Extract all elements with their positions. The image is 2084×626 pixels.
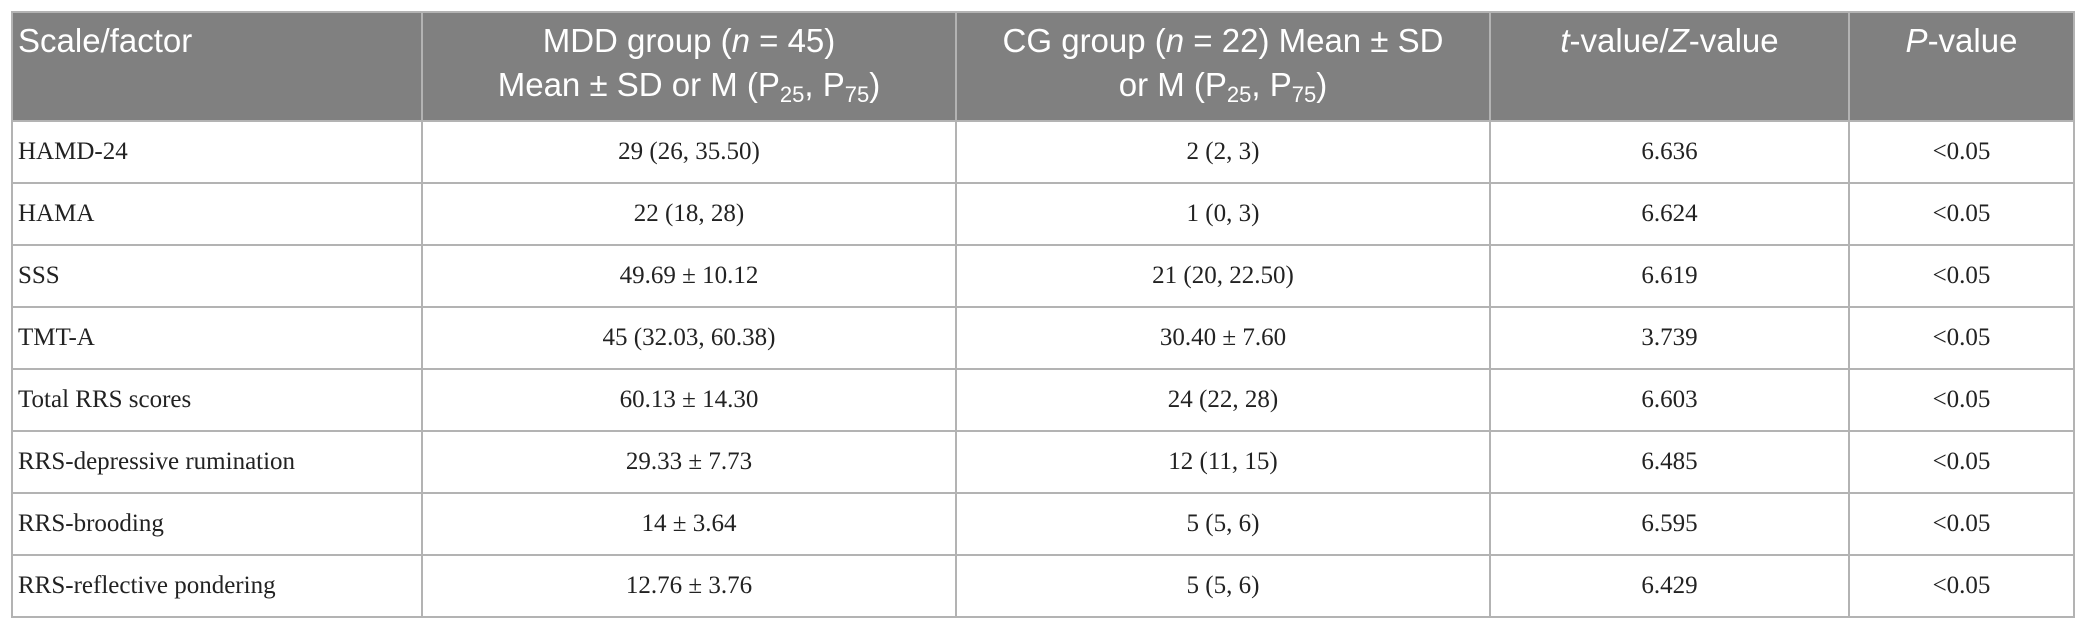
cell-mdd: 29.33 ± 7.73: [421, 430, 957, 494]
cell-p-value: <0.05: [1848, 492, 2075, 556]
cell-mdd: 14 ± 3.64: [421, 492, 957, 556]
header-scale-factor-label: Scale/factor: [18, 22, 193, 59]
cell-cg: 5 (5, 6): [955, 554, 1491, 618]
cell-t-value: 3.739: [1489, 306, 1850, 370]
cell-factor: TMT-A: [11, 306, 423, 370]
header-z: Z: [1668, 22, 1689, 59]
cell-factor: HAMA: [11, 182, 423, 246]
cell-cg: 1 (0, 3): [955, 182, 1491, 246]
header-mdd-n: n: [731, 22, 750, 59]
header-mdd-sub-75: 75: [844, 82, 870, 107]
cell-mdd: 29 (26, 35.50): [421, 120, 957, 184]
table-row: RRS-depressive rumination 29.33 ± 7.73 1…: [11, 430, 2075, 494]
header-mdd-line1-b: = 45): [749, 22, 836, 59]
cell-mdd: 22 (18, 28): [421, 182, 957, 246]
cell-t-value: 6.595: [1489, 492, 1850, 556]
header-p: P: [1905, 22, 1928, 59]
header-cg-sub-25: 25: [1226, 82, 1252, 107]
cell-t-value: 6.619: [1489, 244, 1850, 308]
table-row: TMT-A 45 (32.03, 60.38) 30.40 ± 7.60 3.7…: [11, 306, 2075, 370]
header-cg-line1-b: = 22) Mean ± SD: [1184, 22, 1444, 59]
table-header: Scale/factor MDD group (n = 45) Mean ± S…: [11, 11, 2075, 122]
table-row: HAMD-24 29 (26, 35.50) 2 (2, 3) 6.636 <0…: [11, 120, 2075, 184]
header-cg-line1-a: CG group (: [1002, 22, 1166, 59]
header-cg-line2-c: ): [1316, 66, 1328, 103]
header-cg-line1: CG group (n = 22) Mean ± SD: [957, 19, 1489, 63]
cell-p-value: <0.05: [1848, 368, 2075, 432]
header-t: t: [1560, 22, 1570, 59]
cell-cg: 2 (2, 3): [955, 120, 1491, 184]
header-p-value: P-value: [1848, 11, 2075, 122]
header-row: Scale/factor MDD group (n = 45) Mean ± S…: [11, 11, 2075, 122]
cell-t-value: 6.624: [1489, 182, 1850, 246]
table-row: RRS-reflective pondering 12.76 ± 3.76 5 …: [11, 554, 2075, 618]
cell-t-value: 6.429: [1489, 554, 1850, 618]
cell-cg: 30.40 ± 7.60: [955, 306, 1491, 370]
header-scale-factor: Scale/factor: [11, 11, 423, 122]
cell-factor: RRS-reflective pondering: [11, 554, 423, 618]
cell-p-value: <0.05: [1848, 182, 2075, 246]
table-row: RRS-brooding 14 ± 3.64 5 (5, 6) 6.595 <0…: [11, 492, 2075, 556]
cell-p-value: <0.05: [1848, 554, 2075, 618]
cell-factor: RRS-depressive rumination: [11, 430, 423, 494]
header-mdd-line2-a: Mean ± SD or M (P: [497, 66, 780, 103]
header-mdd-group: MDD group (n = 45) Mean ± SD or M (P25, …: [421, 11, 957, 122]
cell-p-value: <0.05: [1848, 430, 2075, 494]
header-cg-n: n: [1165, 22, 1185, 59]
header-cg-group: CG group (n = 22) Mean ± SD or M (P25, P…: [955, 11, 1491, 122]
data-table: Scale/factor MDD group (n = 45) Mean ± S…: [11, 11, 2075, 618]
cell-factor: SSS: [11, 244, 423, 308]
cell-p-value: <0.05: [1848, 306, 2075, 370]
cell-mdd: 60.13 ± 14.30: [421, 368, 957, 432]
cell-cg: 12 (11, 15): [955, 430, 1491, 494]
header-cg-line2: or M (P25, P75): [957, 63, 1489, 107]
header-mdd-line2-b: , P: [804, 66, 845, 103]
header-mdd-line1-a: MDD group (: [542, 22, 732, 59]
header-t-mid: -value/: [1569, 22, 1669, 59]
cell-factor: HAMD-24: [11, 120, 423, 184]
header-cg-line2-b: , P: [1251, 66, 1292, 103]
cell-cg: 24 (22, 28): [955, 368, 1491, 432]
header-z-end: -value: [1688, 22, 1779, 59]
cell-cg: 5 (5, 6): [955, 492, 1491, 556]
cell-mdd: 49.69 ± 10.12: [421, 244, 957, 308]
table-row: SSS 49.69 ± 10.12 21 (20, 22.50) 6.619 <…: [11, 244, 2075, 308]
cell-p-value: <0.05: [1848, 120, 2075, 184]
cell-p-value: <0.05: [1848, 244, 2075, 308]
header-mdd-line1: MDD group (n = 45): [423, 19, 955, 63]
cell-factor: Total RRS scores: [11, 368, 423, 432]
cell-t-value: 6.636: [1489, 120, 1850, 184]
cell-t-value: 6.603: [1489, 368, 1850, 432]
cell-mdd: 12.76 ± 3.76: [421, 554, 957, 618]
cell-cg: 21 (20, 22.50): [955, 244, 1491, 308]
table-row: Total RRS scores 60.13 ± 14.30 24 (22, 2…: [11, 368, 2075, 432]
cell-mdd: 45 (32.03, 60.38): [421, 306, 957, 370]
cell-factor: RRS-brooding: [11, 492, 423, 556]
cell-t-value: 6.485: [1489, 430, 1850, 494]
table-body: HAMD-24 29 (26, 35.50) 2 (2, 3) 6.636 <0…: [11, 120, 2075, 618]
header-cg-sub-75: 75: [1291, 82, 1317, 107]
header-cg-line2-a: or M (P: [1118, 66, 1227, 103]
table-row: HAMA 22 (18, 28) 1 (0, 3) 6.624 <0.05: [11, 182, 2075, 246]
header-mdd-sub-25: 25: [779, 82, 805, 107]
header-p-end: -value: [1927, 22, 2018, 59]
header-t-z-value: t-value/Z-value: [1489, 11, 1850, 122]
header-mdd-line2-c: ): [869, 66, 881, 103]
header-mdd-line2: Mean ± SD or M (P25, P75): [423, 63, 955, 107]
